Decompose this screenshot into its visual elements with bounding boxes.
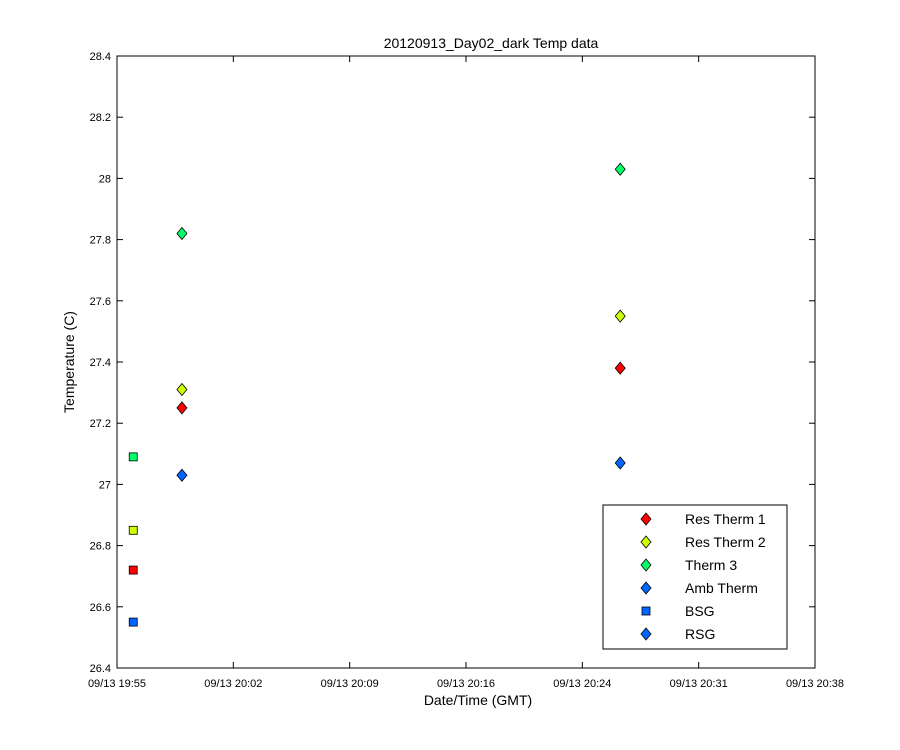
- amb-therm-point: [614, 456, 626, 470]
- y-tick-label: 27.6: [90, 296, 111, 308]
- data-marks: [128, 162, 626, 627]
- therm-3-point: [614, 162, 626, 176]
- x-tick-label: 09/13 20:38: [786, 678, 844, 690]
- bsg-point: [128, 452, 138, 462]
- legend-marker-bsg: [641, 606, 651, 616]
- legend-marker-rsg: [640, 627, 652, 641]
- x-tick-label: 09/13 20:24: [553, 678, 611, 690]
- legend-label-res-therm-2: Res Therm 2: [685, 534, 766, 550]
- x-axis-label: Date/Time (GMT): [424, 692, 532, 708]
- y-tick-label: 26.8: [90, 541, 111, 553]
- res-therm-1-point: [614, 361, 626, 375]
- legend-label-res-therm-1: Res Therm 1: [685, 511, 766, 527]
- y-tick-label: 28: [99, 173, 111, 185]
- y-tick-label: 27.8: [90, 235, 111, 247]
- legend-label-therm-3: Therm 3: [685, 557, 737, 573]
- axis-ticks: 09/13 19:55 09/13 20:02 09/13 20:09 09/13 2…: [88, 51, 844, 690]
- y-tick-label: 26.6: [90, 602, 111, 614]
- legend-marker-amb-therm: [640, 581, 652, 595]
- x-tick-label: 09/13 20:31: [670, 678, 728, 690]
- legend: Res Therm 1 Res Therm 2 Therm 3 Amb Therm BS…: [602, 504, 788, 650]
- y-tick-label: 27: [99, 479, 111, 491]
- res-therm-1-point: [176, 401, 188, 415]
- legend-label-rsg: RSG: [685, 626, 715, 642]
- y-tick-label: 26.4: [90, 663, 111, 675]
- y-tick-label: 27.2: [90, 418, 111, 430]
- res-therm-2-point: [614, 309, 626, 323]
- res-therm-2-point: [176, 382, 188, 397]
- amb-therm-point: [176, 468, 188, 482]
- legend-marker-res-therm-2: [640, 535, 652, 549]
- legend-marker-res-therm-1: [640, 512, 652, 526]
- x-tick-label: 09/13 20:16: [437, 678, 495, 690]
- y-axis-label: Temperature (C): [61, 311, 77, 413]
- legend-label-bsg: BSG: [685, 603, 715, 619]
- bsg-point: [128, 525, 138, 535]
- x-tick-label: 09/13 20:09: [321, 678, 379, 690]
- therm-3-point: [176, 226, 188, 241]
- chart-title: 20120913_Day02_dark Temp data: [384, 35, 599, 51]
- x-tick-label: 09/13 19:55: [88, 678, 146, 690]
- legend-label-amb-therm: Amb Therm: [685, 580, 758, 596]
- bsg-point: [128, 565, 138, 575]
- y-tick-label: 28.2: [90, 112, 111, 124]
- legend-marker-therm-3: [640, 558, 652, 572]
- y-tick-label: 27.4: [90, 357, 111, 369]
- bsg-point: [128, 617, 138, 627]
- x-tick-label: 09/13 20:02: [204, 678, 262, 690]
- legend-box: [602, 504, 788, 650]
- y-tick-label: 28.4: [90, 51, 111, 63]
